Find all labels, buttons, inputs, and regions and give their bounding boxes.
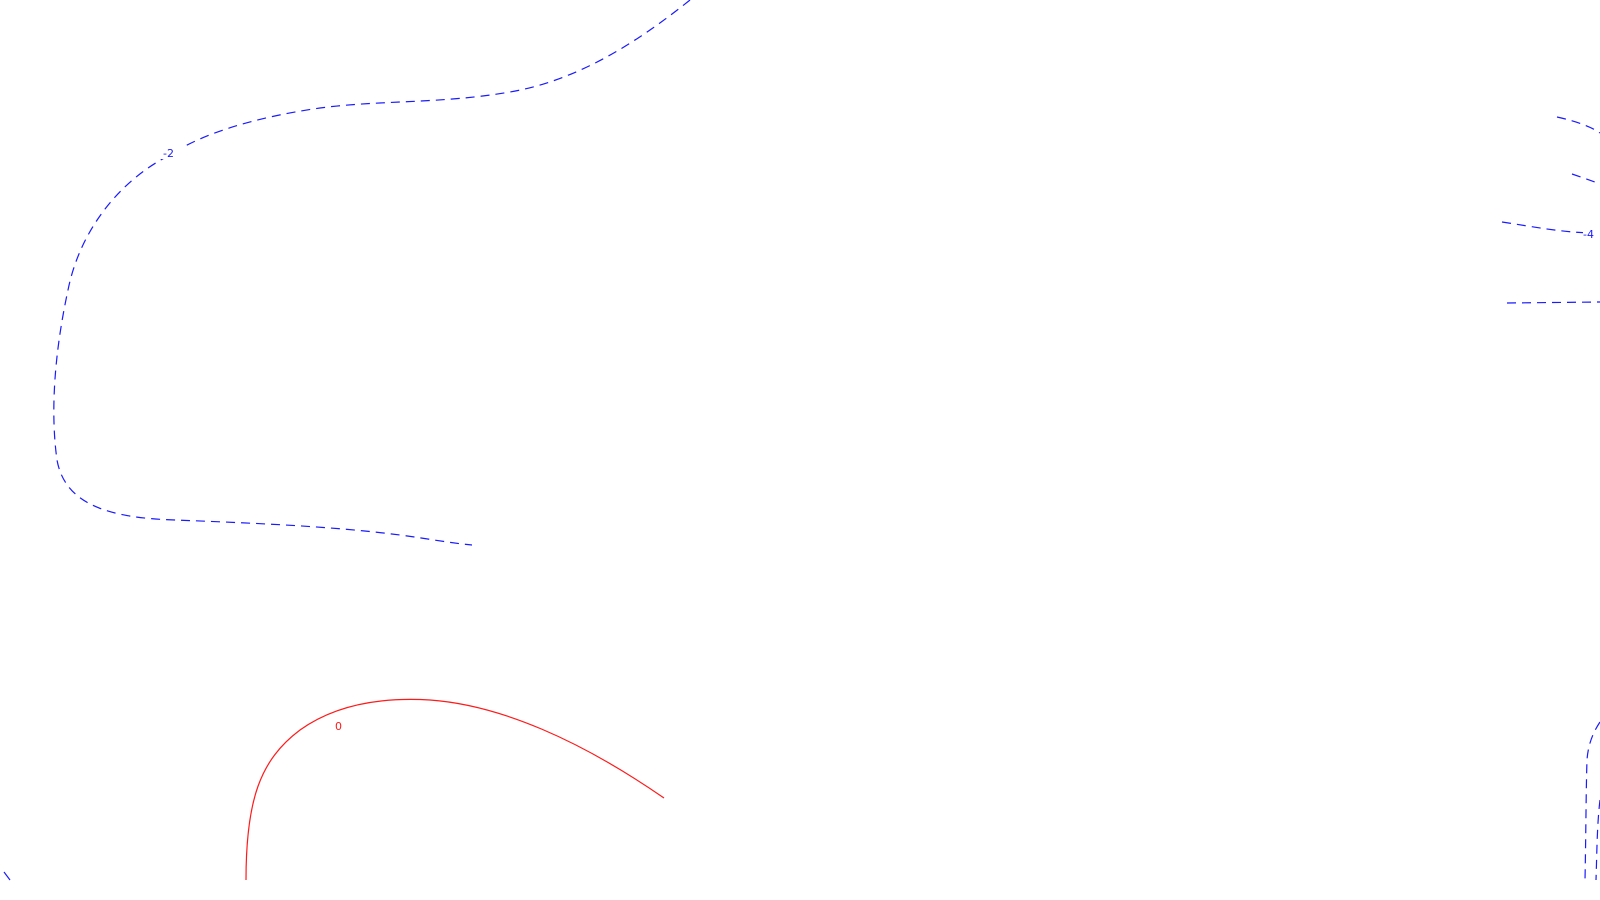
contour-line-zero: [245, 698, 665, 881]
label-bg-zero: [334, 719, 344, 732]
label-bg-neg2: [161, 146, 183, 159]
contour-line-right-2: [1571, 173, 1600, 185]
contour-label-neg2: -2: [163, 147, 174, 160]
contour-line-right-5: [1584, 721, 1600, 881]
contour-line-right-6: [1595, 799, 1600, 881]
contour-line-bottom-left-fragment: [3, 871, 11, 881]
contour-line-right-1: [1556, 116, 1600, 134]
label-bg-neg4: [1583, 227, 1600, 240]
contour-label-neg4: -4: [1583, 228, 1594, 241]
contour-line-neg4-right: [1501, 221, 1591, 234]
contour-line-neg2-left: [53, 0, 691, 546]
contour-label-zero: 0: [335, 720, 342, 733]
contour-line-right-4: [1506, 301, 1600, 304]
